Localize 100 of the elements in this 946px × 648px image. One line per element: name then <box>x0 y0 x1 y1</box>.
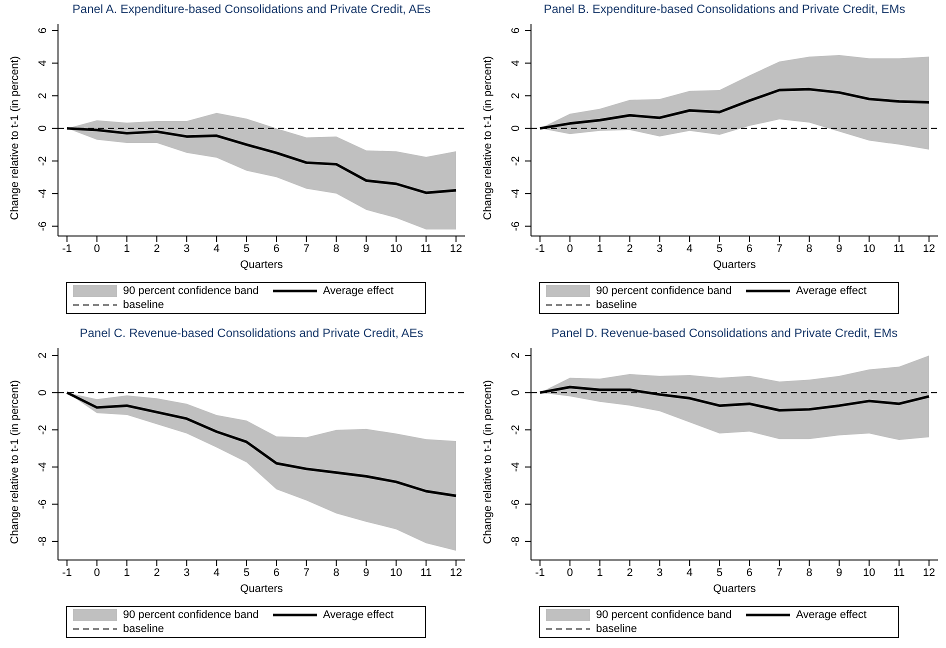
x-axis-title: Quarters <box>713 583 756 595</box>
x-tick-label: 1 <box>596 566 603 579</box>
x-tick-label: 5 <box>243 242 250 255</box>
x-tick-label: 11 <box>893 566 905 579</box>
x-tick-label: 1 <box>596 242 603 255</box>
chart-title: Panel B. Expenditure-based Consolidations and Private Credit, EMs <box>542 1 906 18</box>
x-tick-label: 10 <box>863 242 876 255</box>
x-tick-label: 8 <box>333 242 340 255</box>
x-tick-label: -1 <box>535 566 545 579</box>
x-tick-label: 12 <box>922 566 936 579</box>
x-tick-label: 12 <box>922 242 936 255</box>
y-tick-label: 4 <box>37 60 49 66</box>
y-tick-label: 2 <box>510 92 522 99</box>
y-tick-label: -4 <box>510 462 522 472</box>
x-tick-label: 5 <box>243 566 250 579</box>
x-tick-label: 3 <box>184 566 190 579</box>
x-tick-label: 2 <box>154 566 160 579</box>
x-tick-label: -1 <box>535 242 545 255</box>
x-tick-label: 8 <box>806 242 812 255</box>
legend-label: baseline <box>596 299 637 311</box>
y-tick-label: -4 <box>510 188 522 198</box>
chart-title: Panel A. Expenditure-based Consolidations and Private Credit, AEs <box>71 1 432 18</box>
y-axis-title: Change relative to t-1 (in percent) <box>482 56 494 220</box>
y-axis-title: Change relative to t-1 (in percent) <box>8 380 21 544</box>
y-tick-label: 2 <box>37 352 49 358</box>
y-tick-label: 4 <box>510 60 522 66</box>
legend-label: Average effect <box>323 609 394 621</box>
x-tick-label: 3 <box>656 242 663 255</box>
y-tick-label: 0 <box>37 125 49 132</box>
x-tick-label: 7 <box>776 242 782 255</box>
x-axis-title: Quarters <box>240 259 284 271</box>
x-tick-label: 0 <box>566 242 573 255</box>
x-tick-label: 2 <box>154 242 160 255</box>
y-axis-title: Change relative to t-1 (in percent) <box>8 56 21 220</box>
y-tick-label: 0 <box>37 390 49 396</box>
x-tick-label: 4 <box>214 242 220 255</box>
x-tick-label: 0 <box>94 566 100 579</box>
y-tick-label: -2 <box>510 156 522 166</box>
x-tick-label: 11 <box>420 242 432 255</box>
text: 90 percent confidence band <box>123 609 259 621</box>
x-tick-label: 6 <box>746 566 753 579</box>
x-tick-label: 2 <box>626 566 633 579</box>
x-tick-label: 12 <box>450 242 462 255</box>
y-tick-label: -6 <box>510 221 522 232</box>
x-tick-label: -1 <box>62 566 72 579</box>
x-axis-title: Quarters <box>240 583 284 595</box>
text: 90 percent confidence band <box>596 285 732 297</box>
x-tick-label: 6 <box>273 566 280 579</box>
x-tick-label: 1 <box>124 242 130 255</box>
x-tick-label: 4 <box>686 242 693 255</box>
x-tick-label: 2 <box>626 242 633 255</box>
y-tick-label: 0 <box>510 390 522 396</box>
x-tick-label: 10 <box>390 566 402 579</box>
legend-label: Average effect <box>323 285 394 297</box>
x-tick-label: 1 <box>124 566 130 579</box>
y-tick-label: -2 <box>37 156 49 166</box>
legend-label: Average effect <box>796 609 867 621</box>
chart-title: Panel D. Revenue-based Consolidations and Private Credit, EMs <box>550 325 899 342</box>
chart-title: Panel C. Revenue-based Consolidations and Private Credit, AEs <box>78 325 424 342</box>
x-tick-label: 7 <box>776 566 782 579</box>
x-tick-label: 3 <box>184 242 190 255</box>
x-tick-label: 0 <box>94 242 100 255</box>
x-tick-label: 7 <box>303 242 310 255</box>
y-tick-label: 2 <box>37 92 49 99</box>
x-tick-label: 5 <box>716 566 723 579</box>
x-tick-label: 9 <box>836 566 842 579</box>
x-tick-label: 6 <box>273 242 280 255</box>
y-tick-label: -6 <box>510 499 522 510</box>
x-tick-label: 9 <box>836 242 842 255</box>
legend-label: baseline <box>596 623 637 635</box>
legend-label: baseline <box>123 299 164 311</box>
x-tick-label: 11 <box>893 242 905 255</box>
x-tick-label: 4 <box>686 566 693 579</box>
y-tick-label: -6 <box>37 499 49 510</box>
x-tick-label: 10 <box>390 242 402 255</box>
x-tick-label: 11 <box>420 566 432 579</box>
y-tick-label: -2 <box>510 424 522 435</box>
y-tick-label: 6 <box>510 27 522 34</box>
x-tick-label: -1 <box>62 242 72 255</box>
y-tick-label: 0 <box>510 125 522 132</box>
y-tick-label: 6 <box>37 27 49 34</box>
x-tick-label: 12 <box>450 566 462 579</box>
text: 90 percent confidence band <box>123 285 259 297</box>
text: 90 percent confidence band <box>596 609 732 621</box>
y-tick-label: -4 <box>37 462 49 472</box>
y-axis-title: Change relative to t-1 (in percent) <box>482 380 494 544</box>
y-tick-label: 2 <box>510 352 522 358</box>
legend-label: Average effect <box>796 285 867 297</box>
x-tick-label: 5 <box>716 242 723 255</box>
x-tick-label: 9 <box>363 242 370 255</box>
x-tick-label: 10 <box>863 566 876 579</box>
y-tick-label: -8 <box>510 536 522 546</box>
x-axis-title: Quarters <box>713 259 756 271</box>
y-tick-label: -6 <box>37 221 49 232</box>
y-tick-label: -4 <box>37 188 49 198</box>
x-tick-label: 6 <box>746 242 753 255</box>
x-tick-label: 9 <box>363 566 370 579</box>
y-tick-label: -8 <box>37 536 49 546</box>
x-tick-label: 4 <box>214 566 220 579</box>
x-tick-label: 3 <box>656 566 663 579</box>
